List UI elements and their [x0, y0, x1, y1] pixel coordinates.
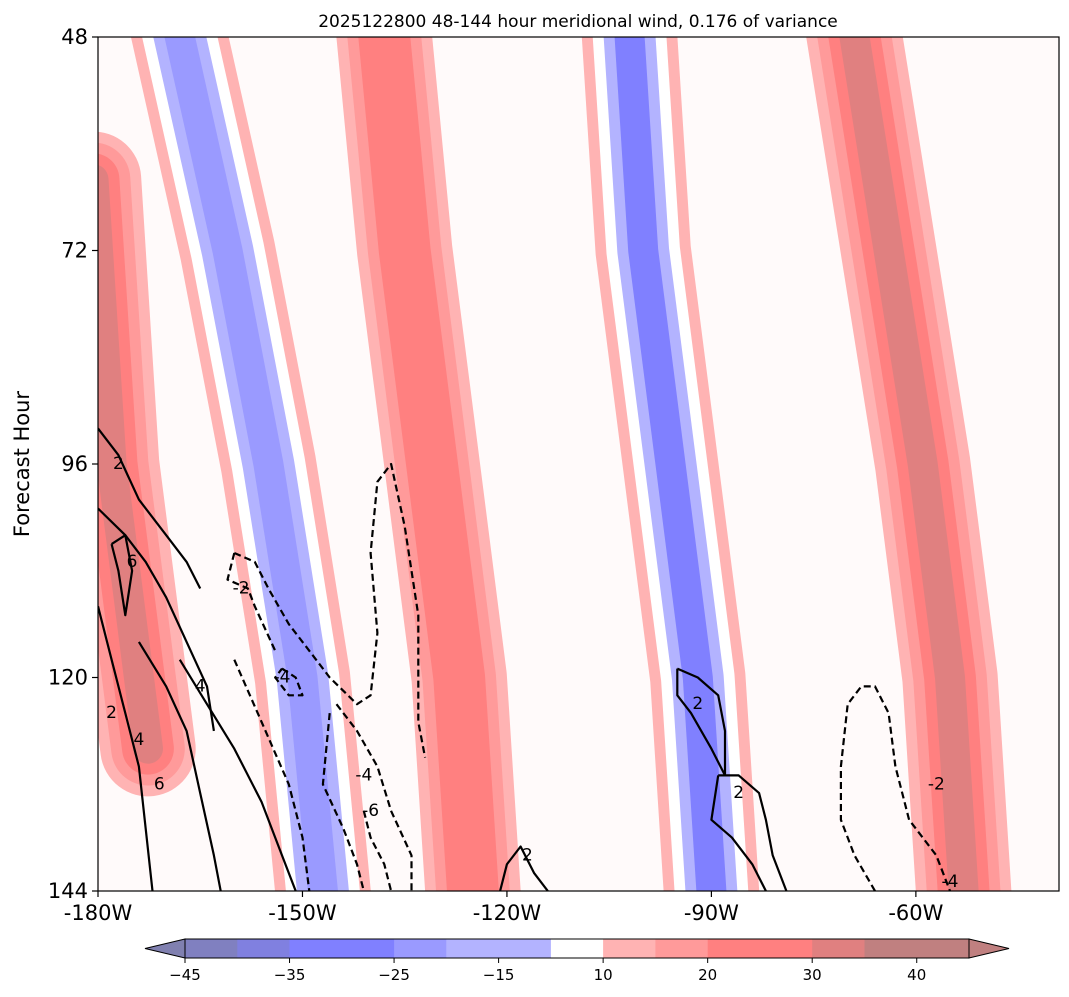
colorbar-extend-high [968, 938, 1010, 959]
x-tick-label: -150W [268, 901, 337, 925]
anomaly-contours [98, 427, 952, 891]
colorbar-cell [759, 939, 813, 958]
positive-contour-line [110, 534, 134, 617]
contour-label: -4 [274, 668, 291, 688]
contour-label: -6 [362, 801, 379, 821]
colorbar-cell [603, 939, 656, 958]
colorbar-cell [237, 939, 291, 958]
contour-label: 6 [127, 552, 138, 572]
negative-contour-line [233, 659, 311, 891]
y-tick-label: 144 [48, 879, 88, 903]
pos-band-west-level-30 [98, 165, 163, 764]
x-tick-label: -60W [888, 901, 943, 925]
contour-label: -2 [233, 579, 250, 599]
y-axis: 48 72 96 120 144 [48, 25, 98, 903]
pos-band-2-level-30 [839, 37, 979, 891]
negative-contour-line [321, 712, 365, 891]
colorbar-frame [184, 938, 970, 959]
colorbar-tick-label: −35 [274, 966, 306, 984]
contour-label: -2 [928, 774, 945, 794]
positive-contour-line [137, 641, 222, 891]
colorbar-tick-label: −25 [378, 966, 410, 984]
x-axis: -180W -150W -120W -90W -60W [64, 891, 944, 925]
colorbar-cell [498, 939, 552, 958]
colorbar-cell [446, 939, 500, 958]
contour-label: 2 [733, 783, 744, 803]
colorbar-cell [341, 939, 395, 958]
neg-band-2-level-m35 [614, 37, 727, 891]
colorbar-cell [394, 939, 447, 958]
y-tick-label: 72 [61, 239, 88, 263]
contour-label: 2 [113, 454, 124, 474]
negative-contour-line [233, 462, 427, 758]
y-tick-label: 96 [61, 452, 88, 476]
contour-label: 2 [522, 845, 533, 865]
positive-contour-line [178, 659, 297, 891]
colorbar-tick-label: −15 [483, 966, 515, 984]
negative-contour-line [274, 667, 304, 697]
contour-label: 2 [106, 703, 117, 723]
positive-contour-line [710, 775, 767, 891]
colorbar: −45 −35 −25 −15 10 20 30 40 [144, 938, 1010, 984]
colorbar-cell [185, 939, 238, 958]
x-tick-label: -90W [684, 901, 739, 925]
colorbar-tick-label: 10 [594, 966, 613, 984]
colorbar-cell [812, 939, 865, 958]
y-tick-label: 48 [61, 25, 88, 49]
pos-band-1-level-25 [358, 37, 499, 891]
x-tick-label: -180W [64, 901, 133, 925]
positive-contour-line [98, 427, 202, 590]
colorbar-tick-label: 20 [698, 966, 717, 984]
neg-band-1-level-m30 [164, 37, 338, 891]
colorbar-cell [550, 939, 604, 958]
y-tick-label: 120 [48, 666, 88, 690]
contour-label: 6 [154, 774, 165, 794]
contour-label: -4 [942, 872, 959, 892]
contour-label: 4 [195, 676, 206, 696]
chart-title: 2025122800 48-144 hour meridional wind, … [318, 12, 838, 32]
wind-fill-bands [98, 37, 1012, 891]
colorbar-cell [289, 939, 343, 958]
colorbar-extend-low [144, 938, 186, 959]
colorbar-cell [655, 939, 709, 958]
x-tick-label: -120W [473, 901, 542, 925]
colorbar-tick-label: 40 [907, 966, 926, 984]
colorbar-cell [707, 939, 761, 958]
contour-label: 2 [692, 694, 703, 714]
positive-contour-line [499, 845, 549, 891]
contour-label: -4 [355, 765, 372, 785]
colorbar-tick-label: −45 [169, 966, 201, 984]
contour-label: 4 [133, 730, 144, 750]
colorbar-cell [864, 939, 918, 958]
negative-contour-line [362, 810, 393, 891]
colorbar-cell [916, 939, 970, 958]
negative-contour-line [839, 685, 952, 891]
positive-contour-line [98, 606, 154, 891]
colorbar-tick-label: 30 [803, 966, 822, 984]
negative-contour-line [226, 552, 277, 652]
negative-contour-line [335, 703, 413, 891]
y-axis-label: Forecast Hour [10, 391, 34, 537]
positive-contour-line [718, 774, 788, 891]
